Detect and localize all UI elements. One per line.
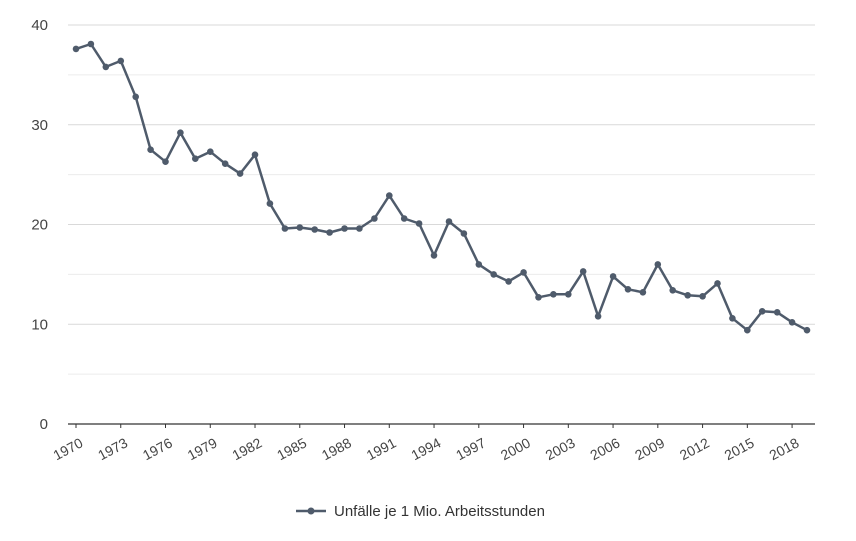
data-point bbox=[296, 224, 304, 231]
data-point bbox=[87, 40, 95, 48]
x-tick-label: 1985 bbox=[274, 434, 309, 463]
x-tick-label: 1973 bbox=[95, 434, 130, 463]
data-point bbox=[281, 225, 289, 232]
data-point bbox=[639, 289, 647, 296]
y-axis-ticks: 0 10 20 30 40 bbox=[31, 17, 48, 433]
legend-label: Unfälle je 1 Mio. Arbeitsstunden bbox=[334, 503, 545, 520]
data-point bbox=[162, 158, 169, 165]
data-point bbox=[177, 129, 184, 136]
data-point bbox=[311, 226, 319, 233]
data-point bbox=[684, 292, 691, 299]
y-tick-label: 30 bbox=[31, 117, 48, 134]
x-tick-label: 1976 bbox=[140, 434, 175, 463]
series-line bbox=[74, 42, 809, 332]
data-point bbox=[236, 170, 244, 177]
data-point bbox=[535, 294, 542, 301]
series-layer bbox=[72, 40, 811, 334]
data-point bbox=[594, 313, 602, 320]
data-point bbox=[773, 309, 781, 316]
gridlines bbox=[68, 24, 815, 425]
x-tick-label: 1988 bbox=[319, 434, 354, 463]
data-point bbox=[117, 57, 125, 65]
data-point bbox=[356, 225, 363, 232]
data-point bbox=[744, 326, 751, 334]
x-tick-label: 2015 bbox=[722, 434, 757, 463]
x-tick-label: 2006 bbox=[587, 434, 622, 463]
data-point bbox=[251, 151, 259, 158]
data-point bbox=[729, 315, 736, 322]
data-point bbox=[460, 230, 468, 237]
x-tick-label: 2018 bbox=[766, 434, 801, 463]
data-point bbox=[714, 280, 721, 287]
y-tick-label: 20 bbox=[31, 217, 48, 234]
x-tick-label: 1970 bbox=[50, 434, 85, 463]
data-point bbox=[386, 192, 393, 199]
data-point bbox=[550, 291, 557, 298]
y-tick-label: 0 bbox=[40, 416, 48, 433]
x-tick-label: 2000 bbox=[498, 434, 533, 463]
data-point bbox=[565, 291, 572, 298]
legend-point-marker bbox=[307, 507, 315, 515]
data-point bbox=[192, 155, 199, 162]
data-point bbox=[758, 308, 766, 315]
data-point bbox=[102, 63, 110, 71]
data-point bbox=[326, 229, 333, 236]
x-axis-ticks: 1970 1973 1976 1979 1982 1985 1988 1991 1994 1997… bbox=[50, 424, 802, 463]
data-point bbox=[72, 45, 80, 53]
x-tick-label: 1994 bbox=[408, 434, 443, 463]
data-point bbox=[669, 287, 676, 294]
data-point bbox=[699, 293, 706, 300]
data-point bbox=[207, 148, 214, 155]
data-point bbox=[266, 200, 274, 207]
x-tick-label: 1979 bbox=[185, 434, 220, 463]
x-tick-label: 2012 bbox=[677, 434, 712, 463]
data-point bbox=[803, 326, 811, 334]
data-point bbox=[147, 146, 154, 153]
data-point bbox=[520, 269, 527, 276]
data-point bbox=[654, 261, 662, 268]
data-point bbox=[505, 278, 512, 285]
data-point bbox=[221, 160, 229, 167]
x-tick-label: 1982 bbox=[229, 434, 264, 463]
data-point bbox=[490, 271, 498, 278]
data-point bbox=[579, 268, 587, 275]
y-tick-label: 10 bbox=[31, 316, 48, 333]
data-point bbox=[371, 215, 378, 222]
x-tick-label: 1997 bbox=[453, 434, 488, 463]
data-point bbox=[400, 215, 408, 222]
data-point bbox=[475, 261, 483, 268]
data-point bbox=[609, 273, 617, 280]
y-tick-label: 40 bbox=[31, 17, 48, 34]
data-point bbox=[430, 252, 438, 259]
legend: Unfälle je 1 Mio. Arbeitsstunden bbox=[296, 503, 545, 520]
data-point bbox=[132, 93, 139, 101]
data-point bbox=[341, 225, 348, 232]
x-tick-label: 1991 bbox=[364, 434, 399, 463]
data-point bbox=[788, 319, 796, 326]
x-tick-label: 2003 bbox=[543, 434, 578, 463]
data-point bbox=[445, 218, 453, 225]
data-point bbox=[624, 286, 632, 293]
x-tick-label: 2009 bbox=[632, 434, 667, 463]
data-point bbox=[415, 220, 423, 227]
